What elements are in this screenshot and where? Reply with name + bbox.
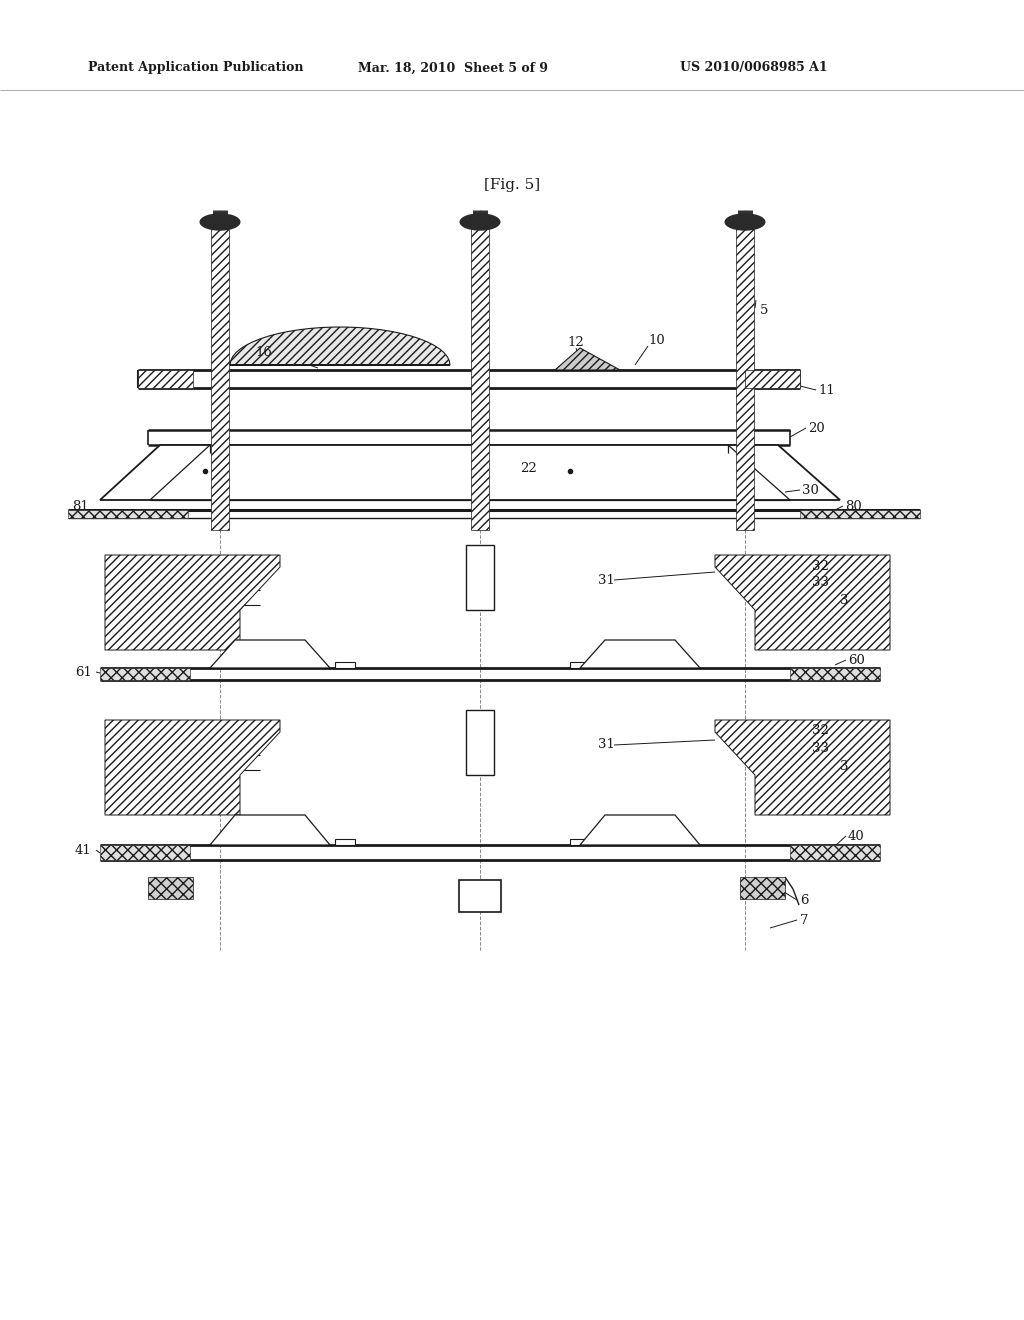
Polygon shape [555, 348, 620, 370]
Polygon shape [740, 876, 785, 899]
Text: 61: 61 [75, 665, 92, 678]
Polygon shape [790, 668, 880, 680]
Polygon shape [790, 845, 880, 861]
Text: 33: 33 [812, 742, 829, 755]
Polygon shape [105, 554, 280, 649]
Text: 31: 31 [598, 573, 614, 586]
Bar [335, 663, 355, 668]
Text: 6: 6 [800, 894, 809, 907]
Polygon shape [138, 370, 193, 388]
Text: 30: 30 [802, 483, 819, 496]
Text: 40: 40 [848, 829, 864, 842]
Text: 7: 7 [800, 913, 809, 927]
Polygon shape [715, 719, 890, 814]
Polygon shape [148, 876, 193, 899]
Text: 3: 3 [840, 594, 849, 606]
Bar [570, 663, 590, 668]
Polygon shape [471, 224, 489, 531]
Bar [459, 880, 501, 912]
Text: 32: 32 [812, 723, 828, 737]
Polygon shape [580, 814, 700, 845]
Text: 80: 80 [845, 499, 862, 512]
Polygon shape [105, 719, 280, 814]
Text: [Fig. 5]: [Fig. 5] [484, 178, 540, 191]
Text: 5: 5 [760, 304, 768, 317]
Text: Mar. 18, 2010  Sheet 5 of 9: Mar. 18, 2010 Sheet 5 of 9 [358, 62, 548, 74]
Text: 60: 60 [848, 653, 865, 667]
Bar [570, 840, 590, 845]
Text: 10: 10 [648, 334, 665, 346]
Polygon shape [580, 640, 700, 668]
Text: 3: 3 [840, 759, 849, 772]
Ellipse shape [460, 214, 500, 230]
Polygon shape [100, 845, 190, 861]
Text: 11: 11 [818, 384, 835, 396]
Polygon shape [210, 814, 330, 845]
Text: 32: 32 [812, 560, 828, 573]
Text: US 2010/0068985 A1: US 2010/0068985 A1 [680, 62, 827, 74]
Bar [466, 545, 494, 610]
Polygon shape [800, 510, 920, 517]
Text: 31: 31 [598, 738, 614, 751]
Polygon shape [745, 370, 800, 388]
Text: 12: 12 [567, 335, 584, 348]
Polygon shape [210, 640, 330, 668]
Polygon shape [100, 445, 840, 500]
Text: 22: 22 [520, 462, 537, 474]
Text: Patent Application Publication: Patent Application Publication [88, 62, 303, 74]
Polygon shape [211, 224, 229, 531]
Polygon shape [68, 510, 188, 517]
Bar [335, 840, 355, 845]
Ellipse shape [725, 214, 765, 230]
Polygon shape [230, 327, 450, 366]
Text: 33: 33 [812, 577, 829, 590]
Text: 81: 81 [72, 499, 89, 512]
Text: 41: 41 [75, 843, 92, 857]
Polygon shape [736, 224, 754, 531]
Text: 16: 16 [255, 346, 272, 359]
Text: 20: 20 [808, 421, 824, 434]
Polygon shape [715, 554, 890, 649]
Ellipse shape [201, 214, 240, 230]
Bar [466, 710, 494, 775]
Polygon shape [100, 668, 190, 680]
